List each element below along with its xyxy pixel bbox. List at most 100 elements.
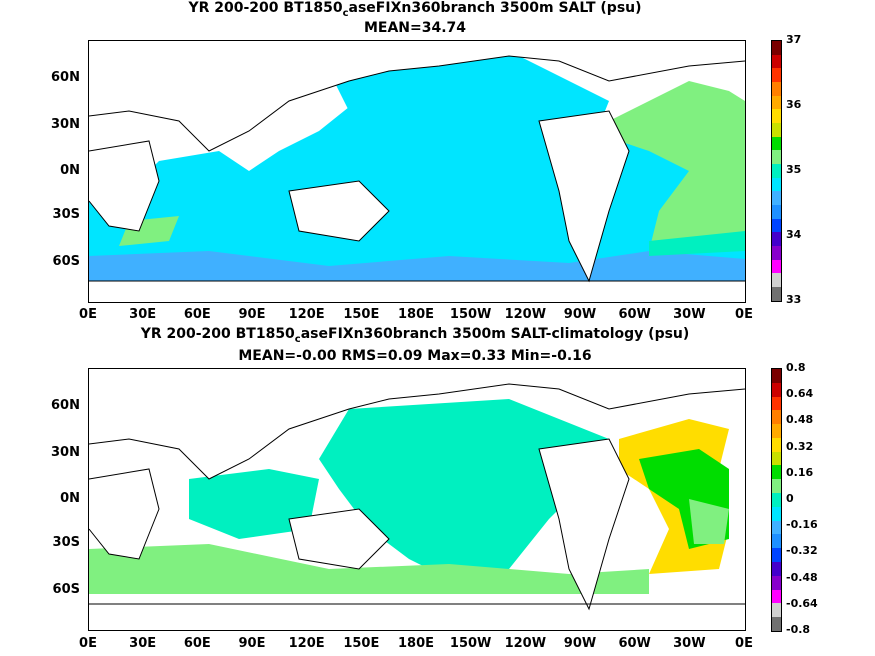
colorbar-swatch (772, 424, 781, 438)
top-lat-label: 60N (51, 70, 80, 85)
top-lon-label: 30E (129, 307, 157, 322)
bottom-lon-label: 180E (397, 636, 435, 651)
bottom-map-field (89, 369, 745, 630)
bottom-lon-label: 150E (343, 636, 380, 651)
top-lat-label: 0N (60, 163, 80, 178)
top-lat-label: 60S (52, 254, 80, 269)
colorbar-swatch (772, 506, 781, 521)
colorbar-swatch (772, 287, 781, 301)
bottom-lon-label: 90W (563, 636, 597, 651)
colorbar-swatch (772, 451, 781, 466)
bottom-lat-label: 60S (52, 582, 80, 597)
top-lon-label: 60W (618, 307, 651, 322)
bottom-colorbar-tick: -0.64 (786, 596, 818, 610)
colorbar-swatch (772, 191, 781, 206)
colorbar-swatch (772, 109, 781, 124)
top-colorbar-tick: 34 (786, 228, 802, 241)
bottom-colorbar-tick: -0.48 (786, 570, 818, 584)
bottom-colorbar (771, 368, 782, 632)
top-lon-label: 0E (735, 307, 753, 322)
bottom-colorbar-tick: 0.48 (786, 413, 814, 427)
top-lon-label: 180E (397, 307, 435, 322)
top-lon-label: 120W (504, 307, 547, 322)
colorbar-swatch (772, 150, 781, 165)
colorbar-swatch (772, 259, 781, 274)
bottom-lon-label: 120E (288, 636, 325, 651)
colorbar-swatch (772, 465, 781, 480)
colorbar-swatch (772, 479, 781, 494)
colorbar-swatch (772, 575, 781, 590)
top-map (88, 40, 746, 303)
top-lon-label: 150E (343, 307, 380, 322)
colorbar-swatch (772, 520, 781, 535)
colorbar-swatch (772, 123, 781, 137)
bottom-colorbar-tick: -0.16 (786, 518, 818, 532)
colorbar-swatch (772, 437, 781, 452)
colorbar-swatch (772, 396, 781, 411)
top-subtitle: MEAN=34.74 (363, 20, 467, 36)
colorbar-swatch (772, 617, 781, 631)
colorbar-swatch (772, 246, 781, 260)
colorbar-swatch (772, 534, 781, 549)
top-lon-label: 120E (288, 307, 325, 322)
bottom-lat-label: 30N (51, 445, 80, 460)
top-title: YR 200-200 BT1850caseFIXn360branch 3500m… (188, 0, 642, 19)
top-colorbar (771, 40, 782, 302)
colorbar-swatch (772, 136, 781, 151)
bottom-lon-label: 120W (504, 636, 547, 651)
colorbar-swatch (772, 369, 781, 383)
top-lon-label: 60E (183, 307, 211, 322)
top-lon-label: 90E (238, 307, 266, 322)
bottom-colorbar-tick: 0 (786, 492, 794, 505)
bottom-subtitle: MEAN=-0.00 RMS=0.09 Max=0.33 Min=-0.16 (238, 348, 592, 364)
colorbar-swatch (772, 603, 781, 618)
bottom-lon-label: 30W (673, 636, 706, 651)
bottom-lat-label: 30S (52, 535, 80, 550)
bottom-lon-label: 150W (449, 636, 492, 651)
top-colorbar-tick: 36 (786, 98, 802, 111)
colorbar-swatch (772, 273, 781, 288)
colorbar-swatch (772, 68, 781, 83)
bottom-colorbar-tick: 0.64 (786, 387, 814, 401)
colorbar-swatch (772, 95, 781, 110)
bottom-lon-label: 60W (618, 636, 651, 651)
top-lat-label: 30N (51, 117, 80, 132)
top-lat-label: 30S (52, 207, 80, 222)
bottom-lon-label: 90E (238, 636, 266, 651)
colorbar-swatch (772, 164, 781, 178)
bottom-lat-label: 0N (60, 491, 80, 506)
bottom-colorbar-tick: 0.16 (786, 465, 814, 479)
colorbar-swatch (772, 589, 781, 604)
colorbar-swatch (772, 177, 781, 192)
bottom-lon-label: 0E (79, 636, 97, 651)
bottom-lon-label: 30E (129, 636, 157, 651)
top-colorbar-tick: 33 (786, 293, 802, 306)
colorbar-swatch (772, 493, 781, 507)
top-colorbar-tick: 37 (786, 33, 802, 46)
bottom-colorbar-tick: -0.8 (786, 623, 811, 636)
colorbar-swatch (772, 232, 781, 247)
top-lon-label: 30W (673, 307, 706, 322)
top-lon-label: 150W (449, 307, 492, 322)
colorbar-swatch (772, 218, 781, 233)
bottom-colorbar-tick: 0.8 (786, 361, 806, 374)
colorbar-swatch (772, 548, 781, 562)
colorbar-swatch (772, 410, 781, 425)
bottom-lon-label: 60E (183, 636, 211, 651)
colorbar-swatch (772, 54, 781, 69)
colorbar-swatch (772, 382, 781, 397)
colorbar-swatch (772, 82, 781, 96)
bottom-lon-label: 0E (735, 636, 753, 651)
bottom-colorbar-tick: 0.32 (786, 439, 814, 453)
top-lon-label: 0E (79, 307, 97, 322)
bottom-map (88, 368, 746, 631)
top-map-field (89, 41, 745, 302)
bottom-lat-label: 60N (51, 398, 80, 413)
colorbar-swatch (772, 41, 781, 55)
top-colorbar-tick: 35 (786, 163, 802, 176)
top-lon-label: 90W (563, 307, 597, 322)
colorbar-swatch (772, 561, 781, 576)
colorbar-swatch (772, 205, 781, 219)
bottom-colorbar-tick: -0.32 (786, 544, 818, 558)
bottom-title: YR 200-200 BT1850caseFIXn360branch 3500m… (140, 326, 690, 345)
